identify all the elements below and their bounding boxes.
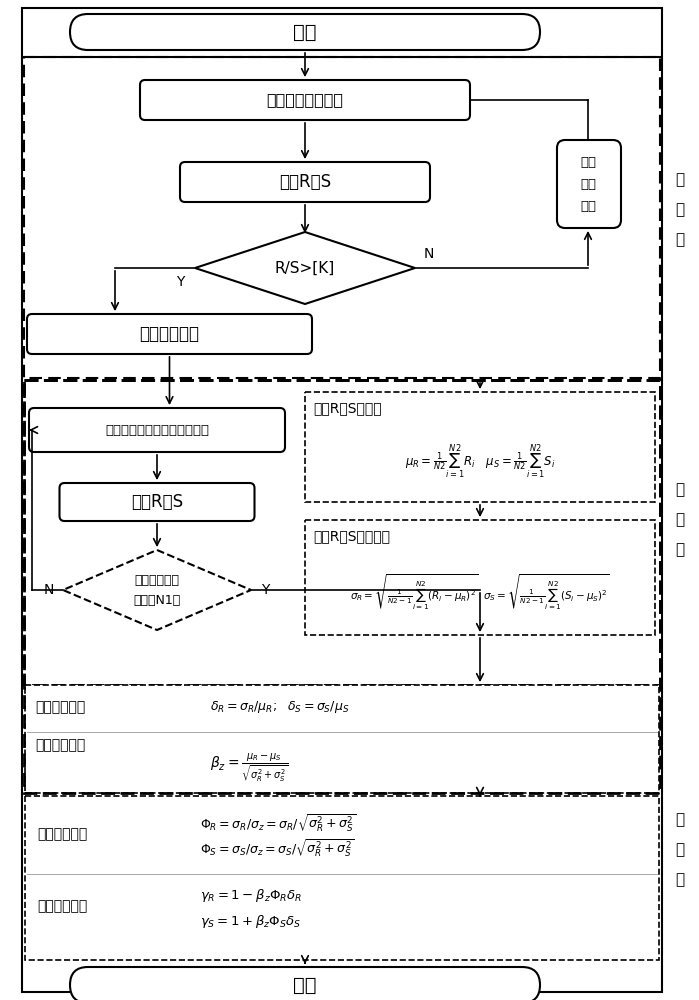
FancyBboxPatch shape (180, 162, 430, 202)
Bar (25, 685, 659, 793)
FancyBboxPatch shape (70, 967, 540, 1000)
Bar (305, 392, 655, 502)
Text: Y: Y (176, 275, 185, 289)
Text: R/S>[K]: R/S>[K] (275, 260, 335, 275)
Text: 计算分离系数: 计算分离系数 (37, 827, 87, 841)
Text: $\gamma_R=1-\beta_z\Phi_R\delta_R$: $\gamma_R=1-\beta_z\Phi_R\delta_R$ (200, 888, 302, 904)
Text: 一: 一 (675, 202, 684, 218)
Text: $\sigma_R=\sqrt{\frac{1}{N2-1}\sum_{i=1}^{N2}(R_i-\mu_R)^2}\ \ \sigma_S=\sqrt{\f: $\sigma_R=\sqrt{\frac{1}{N2-1}\sum_{i=1}… (350, 572, 610, 612)
Text: 输入结构初始尺寸: 输入结构初始尺寸 (266, 93, 343, 107)
Text: 计算可靠指标: 计算可靠指标 (35, 738, 85, 752)
Text: 开始: 开始 (294, 22, 317, 41)
Text: 调整: 调整 (580, 155, 596, 168)
Text: N: N (44, 583, 55, 597)
Text: N: N (424, 247, 434, 261)
Text: 统计R、S的标准差: 统计R、S的标准差 (313, 529, 390, 543)
Text: $\gamma_S=1+\beta_z\Phi_S\delta_S$: $\gamma_S=1+\beta_z\Phi_S\delta_S$ (200, 914, 301, 930)
Text: 二: 二 (675, 512, 684, 528)
Bar (305, 520, 655, 635)
Text: 三: 三 (675, 842, 684, 857)
Text: 计算R、S: 计算R、S (279, 173, 331, 191)
Text: 输出R、S: 输出R、S (131, 493, 183, 511)
Text: 第: 第 (675, 172, 684, 188)
FancyBboxPatch shape (29, 408, 285, 452)
Text: 第: 第 (675, 483, 684, 497)
Polygon shape (195, 232, 415, 304)
Bar (25, 796, 659, 960)
Text: 统计R、S的均值: 统计R、S的均值 (313, 401, 382, 415)
Text: 计算变异系数: 计算变异系数 (35, 700, 85, 714)
FancyBboxPatch shape (140, 80, 470, 120)
Bar (24, 380, 660, 793)
Text: 计算分项系数: 计算分项系数 (37, 899, 87, 913)
Text: 结构: 结构 (580, 178, 596, 190)
Text: $\beta_z=\frac{\mu_R-\mu_S}{\sqrt{\sigma_R^2+\sigma_S^2}}$: $\beta_z=\frac{\mu_R-\mu_S}{\sqrt{\sigma… (210, 751, 288, 785)
Text: 步: 步 (675, 872, 684, 888)
Text: $\delta_R=\sigma_R/\mu_R;\ \ \delta_S=\sigma_S/\mu_S$: $\delta_R=\sigma_R/\mu_R;\ \ \delta_S=\s… (210, 699, 350, 715)
FancyBboxPatch shape (557, 140, 621, 228)
Text: 尺寸: 尺寸 (580, 200, 596, 213)
Bar (24, 57, 660, 378)
Text: 步: 步 (675, 542, 684, 558)
FancyBboxPatch shape (59, 483, 254, 521)
Text: 记录结构尺寸: 记录结构尺寸 (140, 325, 199, 343)
Bar (24, 380, 660, 685)
FancyBboxPatch shape (70, 14, 540, 50)
Text: $\Phi_R=\sigma_R/\sigma_z=\sigma_R/\sqrt{\sigma_R^2+\sigma_S^2}$: $\Phi_R=\sigma_R/\sigma_z=\sigma_R/\sqrt… (200, 812, 356, 834)
FancyBboxPatch shape (27, 314, 312, 354)
Polygon shape (63, 550, 251, 630)
Text: $\Phi_S=\sigma_S/\sigma_z=\sigma_S/\sqrt{\sigma_R^2+\sigma_S^2}$: $\Phi_S=\sigma_S/\sigma_z=\sigma_S/\sqrt… (200, 837, 354, 859)
Text: 结束: 结束 (294, 976, 317, 994)
Text: 界次数N1？: 界次数N1？ (134, 593, 180, 606)
Text: 反演次数达临: 反演次数达临 (134, 574, 180, 586)
Text: Y: Y (261, 583, 269, 597)
Text: 步: 步 (675, 232, 684, 247)
Text: $\mu_R=\frac{1}{N2}\sum_{i=1}^{N2}R_i \quad \mu_S=\frac{1}{N2}\sum_{i=1}^{N2}S_i: $\mu_R=\frac{1}{N2}\sum_{i=1}^{N2}R_i \q… (405, 443, 555, 481)
Text: 第: 第 (675, 812, 684, 828)
Text: 根据统计资料反演参数随机数: 根据统计资料反演参数随机数 (105, 424, 209, 436)
